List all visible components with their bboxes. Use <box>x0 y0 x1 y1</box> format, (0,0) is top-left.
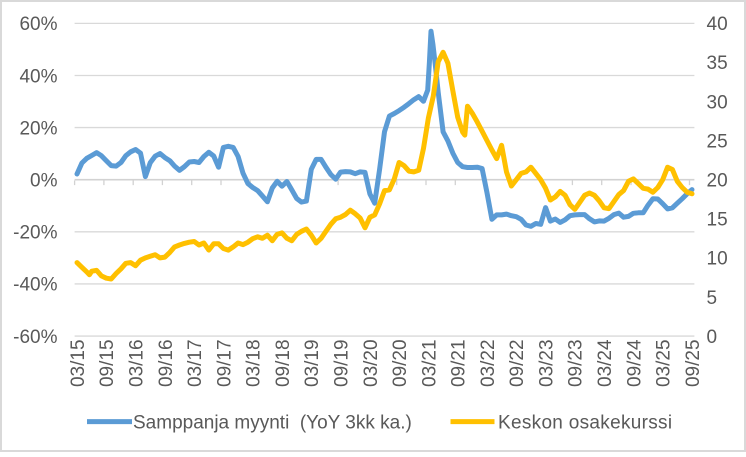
svg-text:30: 30 <box>707 92 728 113</box>
svg-text:0%: 0% <box>30 171 58 192</box>
svg-text:Keskon osakekurssi: Keskon osakekurssi <box>498 413 672 434</box>
svg-text:40: 40 <box>707 14 728 35</box>
svg-text:Samppanja myynti (YoY 3kk ka.: Samppanja myynti (YoY 3kk ka.) <box>133 413 412 434</box>
svg-text:09/21: 09/21 <box>449 339 470 387</box>
svg-text:09/17: 09/17 <box>214 339 235 387</box>
svg-text:09/16: 09/16 <box>156 339 177 387</box>
svg-text:03/25: 03/25 <box>654 339 675 387</box>
svg-text:03/15: 03/15 <box>68 339 89 387</box>
svg-text:03/20: 03/20 <box>361 339 382 387</box>
svg-text:09/18: 09/18 <box>273 339 294 387</box>
svg-text:09/22: 09/22 <box>507 339 528 387</box>
svg-text:03/23: 03/23 <box>537 339 558 387</box>
svg-text:03/22: 03/22 <box>478 339 499 387</box>
svg-text:09/25: 09/25 <box>683 339 704 387</box>
svg-text:03/16: 03/16 <box>127 339 148 387</box>
svg-text:03/24: 03/24 <box>595 339 616 387</box>
svg-text:-60%: -60% <box>13 327 57 348</box>
svg-text:03/17: 03/17 <box>185 339 206 387</box>
svg-text:09/15: 09/15 <box>97 339 118 387</box>
svg-text:09/19: 09/19 <box>332 339 353 387</box>
svg-text:09/23: 09/23 <box>566 339 587 387</box>
svg-text:20: 20 <box>707 171 728 192</box>
svg-text:25: 25 <box>707 131 728 152</box>
svg-text:03/19: 03/19 <box>302 339 323 387</box>
svg-text:0: 0 <box>707 327 718 348</box>
svg-text:09/24: 09/24 <box>624 339 645 387</box>
svg-text:20%: 20% <box>19 118 57 139</box>
svg-text:40%: 40% <box>19 66 57 87</box>
svg-text:09/20: 09/20 <box>390 339 411 387</box>
svg-text:-20%: -20% <box>13 223 57 244</box>
svg-text:5: 5 <box>707 288 718 309</box>
svg-text:60%: 60% <box>19 14 57 35</box>
svg-text:03/18: 03/18 <box>244 339 265 387</box>
svg-text:-40%: -40% <box>13 275 57 296</box>
svg-text:35: 35 <box>707 53 728 74</box>
svg-text:10: 10 <box>707 249 728 270</box>
svg-text:03/21: 03/21 <box>419 339 440 387</box>
svg-text:15: 15 <box>707 210 728 231</box>
